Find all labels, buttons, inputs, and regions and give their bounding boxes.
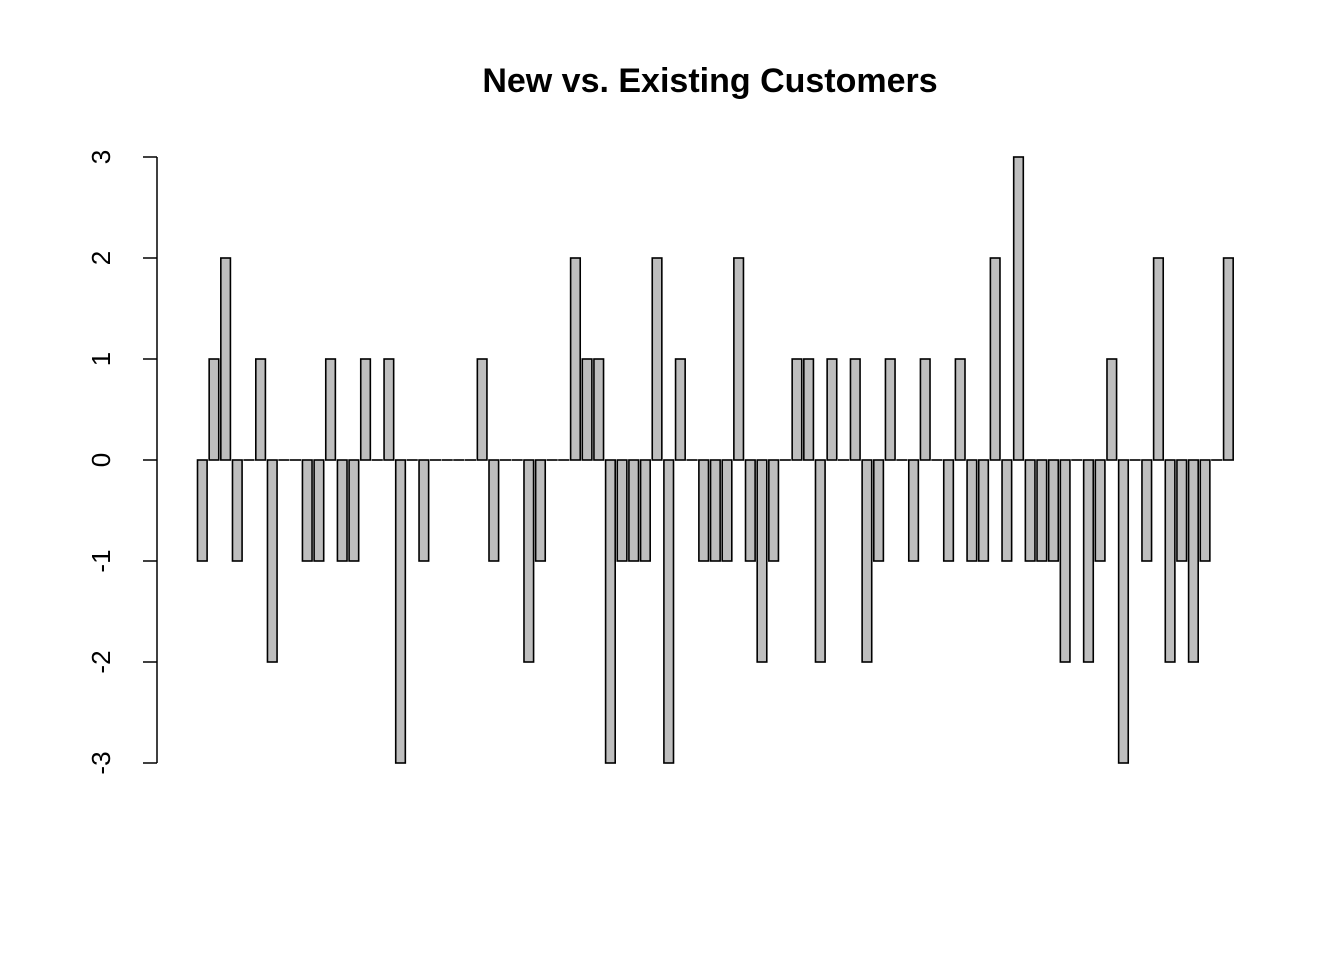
bar — [954, 358, 966, 461]
bar — [1222, 257, 1234, 461]
bar — [663, 459, 675, 764]
bar — [266, 459, 278, 663]
y-tick-label: 0 — [86, 453, 116, 467]
bar — [651, 257, 663, 461]
bar — [196, 459, 208, 562]
bar — [1141, 459, 1153, 562]
bar — [861, 459, 873, 663]
bar — [604, 459, 616, 764]
bar — [849, 358, 861, 461]
bar — [418, 459, 430, 562]
bar — [348, 459, 360, 562]
bar — [1187, 459, 1199, 663]
bar — [1024, 459, 1036, 562]
bar — [1001, 459, 1013, 562]
bar — [1176, 459, 1188, 562]
y-axis: -3 -2 -1 0 1 2 3 — [86, 150, 158, 775]
bar — [733, 257, 745, 461]
bar — [907, 459, 920, 562]
bar — [1047, 459, 1060, 562]
bar — [1164, 459, 1176, 663]
y-tick-label: -3 — [86, 751, 116, 774]
bar — [791, 358, 803, 461]
bar — [803, 358, 815, 461]
y-tick-label: 3 — [86, 150, 116, 164]
bar — [1106, 358, 1118, 461]
bar — [628, 459, 640, 562]
bar — [534, 459, 547, 562]
bar — [1059, 459, 1071, 663]
bar — [1094, 459, 1106, 562]
bar — [884, 358, 896, 461]
bar — [488, 459, 500, 562]
bar — [674, 358, 686, 461]
bar — [709, 459, 721, 562]
bar — [1082, 459, 1095, 663]
bar — [768, 459, 780, 562]
bar — [814, 459, 826, 663]
bar — [569, 257, 582, 461]
bar — [359, 358, 372, 461]
bar — [581, 358, 593, 461]
bar — [255, 358, 267, 461]
bars — [196, 156, 1234, 764]
bar — [394, 459, 407, 764]
bar — [1199, 459, 1211, 562]
chart-title: New vs. Existing Customers — [482, 62, 937, 100]
y-tick-label: 2 — [86, 251, 116, 265]
bar — [872, 459, 885, 562]
bar — [1036, 459, 1048, 562]
y-tick-label: -1 — [86, 549, 116, 572]
bar — [220, 257, 232, 461]
bar — [1117, 459, 1130, 764]
bar — [208, 358, 220, 461]
bar — [989, 257, 1001, 461]
bar — [616, 459, 628, 562]
y-tick-label: -2 — [86, 650, 116, 673]
bar — [919, 358, 931, 461]
bar — [639, 459, 651, 562]
y-tick-label: 1 — [86, 352, 116, 366]
bar — [826, 358, 838, 461]
bar — [942, 459, 955, 562]
bar — [1152, 257, 1165, 461]
bar — [756, 459, 768, 663]
bar — [977, 459, 990, 562]
bar — [523, 459, 535, 663]
bar — [313, 459, 325, 562]
bar — [698, 459, 710, 562]
bar — [324, 358, 337, 461]
bar — [336, 459, 348, 562]
bar — [383, 358, 395, 461]
bar — [231, 459, 243, 562]
bar — [721, 459, 733, 562]
bar — [1012, 156, 1025, 461]
bar — [301, 459, 313, 562]
bar — [593, 358, 605, 461]
bar — [744, 459, 756, 562]
bar — [966, 459, 978, 562]
bar — [476, 358, 488, 461]
